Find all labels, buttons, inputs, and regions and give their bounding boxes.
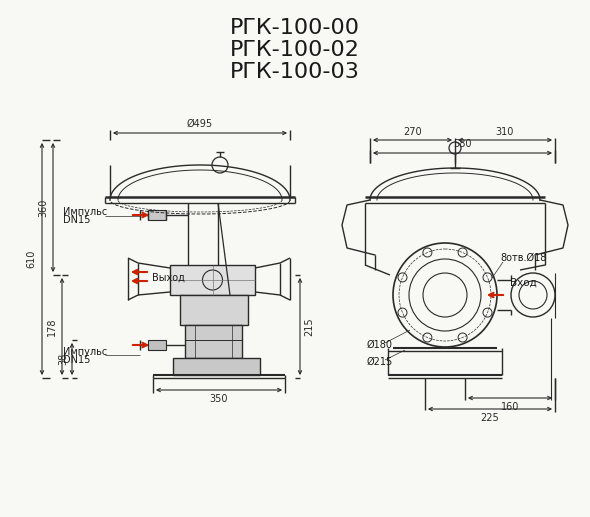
Text: 178: 178 <box>47 317 57 336</box>
Text: 38: 38 <box>58 353 68 365</box>
Text: РГК-100-00: РГК-100-00 <box>230 18 360 38</box>
Text: 270: 270 <box>403 127 422 137</box>
Text: 580: 580 <box>453 139 472 149</box>
Text: Импульс: Импульс <box>63 207 107 217</box>
Text: РГК-100-03: РГК-100-03 <box>230 62 360 82</box>
Text: 350: 350 <box>210 394 228 404</box>
Text: 360: 360 <box>38 199 48 217</box>
Text: РГК-100-02: РГК-100-02 <box>230 40 360 60</box>
Text: Ø180: Ø180 <box>367 340 393 350</box>
Bar <box>180 295 248 325</box>
Text: 160: 160 <box>501 402 519 412</box>
Text: 215: 215 <box>304 317 314 336</box>
Text: 310: 310 <box>496 127 514 137</box>
Text: 610: 610 <box>26 250 36 268</box>
Text: 225: 225 <box>481 413 499 423</box>
Text: Выход: Выход <box>152 273 185 283</box>
Text: Импульс: Импульс <box>63 347 107 357</box>
Text: DN15: DN15 <box>63 355 90 365</box>
Text: Ø215: Ø215 <box>367 357 394 367</box>
Bar <box>170 265 255 295</box>
Text: DN15: DN15 <box>63 215 90 225</box>
Bar <box>173 358 260 375</box>
Bar <box>148 210 166 220</box>
Text: Вход: Вход <box>510 278 537 288</box>
Bar <box>185 325 242 358</box>
Text: Ø495: Ø495 <box>187 119 213 129</box>
Bar <box>148 340 166 350</box>
Text: 8отв.Ø18: 8отв.Ø18 <box>500 253 546 263</box>
